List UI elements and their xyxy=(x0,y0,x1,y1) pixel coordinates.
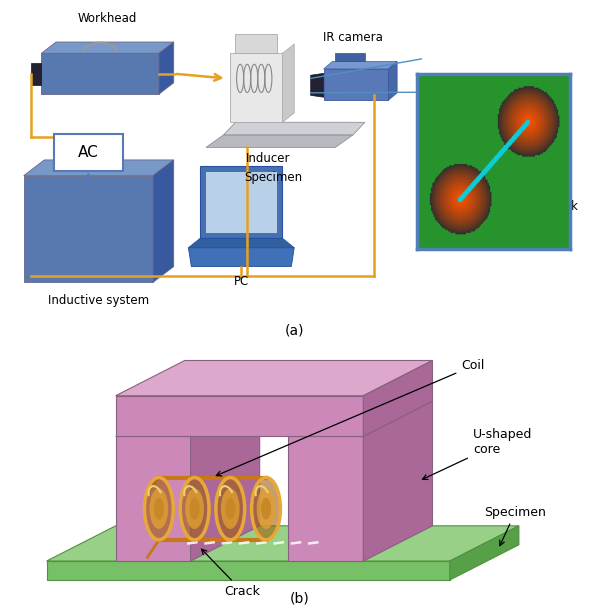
Ellipse shape xyxy=(257,488,275,529)
Polygon shape xyxy=(41,42,174,54)
Text: AC: AC xyxy=(78,145,99,160)
Text: Inducer: Inducer xyxy=(245,152,290,166)
Polygon shape xyxy=(47,526,519,561)
Polygon shape xyxy=(200,166,283,238)
Polygon shape xyxy=(116,360,433,395)
Polygon shape xyxy=(323,62,397,69)
Ellipse shape xyxy=(216,477,245,540)
Polygon shape xyxy=(159,42,174,94)
Polygon shape xyxy=(24,176,153,282)
Polygon shape xyxy=(47,561,450,580)
FancyBboxPatch shape xyxy=(54,134,123,171)
Polygon shape xyxy=(323,69,388,100)
Ellipse shape xyxy=(154,498,164,520)
Ellipse shape xyxy=(221,488,239,529)
Text: Uneven temperature
distribution around crack: Uneven temperature distribution around c… xyxy=(428,185,577,213)
Polygon shape xyxy=(24,160,174,176)
Polygon shape xyxy=(31,63,41,84)
Polygon shape xyxy=(188,238,294,248)
Ellipse shape xyxy=(185,488,204,529)
Ellipse shape xyxy=(261,498,271,520)
Polygon shape xyxy=(41,54,159,94)
Polygon shape xyxy=(191,401,260,561)
Text: U-shaped
core: U-shaped core xyxy=(422,428,532,479)
Polygon shape xyxy=(335,54,365,62)
Ellipse shape xyxy=(180,477,209,540)
Polygon shape xyxy=(116,401,260,436)
Text: Specimen: Specimen xyxy=(484,506,546,546)
Text: Coil: Coil xyxy=(216,359,485,476)
Text: Specimen: Specimen xyxy=(245,171,303,184)
Text: Workhead: Workhead xyxy=(77,12,137,25)
Ellipse shape xyxy=(225,498,235,520)
Polygon shape xyxy=(235,34,277,54)
Text: (b): (b) xyxy=(290,591,310,606)
Polygon shape xyxy=(283,44,294,123)
Polygon shape xyxy=(311,73,323,97)
Polygon shape xyxy=(289,401,433,436)
Polygon shape xyxy=(450,526,519,580)
Polygon shape xyxy=(364,401,433,561)
Polygon shape xyxy=(206,172,277,233)
Text: (a): (a) xyxy=(284,323,304,338)
Ellipse shape xyxy=(251,477,280,540)
Polygon shape xyxy=(188,248,294,267)
Polygon shape xyxy=(206,135,353,147)
Polygon shape xyxy=(230,54,283,123)
Polygon shape xyxy=(364,360,433,436)
Polygon shape xyxy=(289,436,364,561)
Polygon shape xyxy=(224,123,365,135)
Text: IR camera: IR camera xyxy=(323,31,383,44)
Ellipse shape xyxy=(149,488,168,529)
Polygon shape xyxy=(116,436,191,561)
Ellipse shape xyxy=(190,498,200,520)
Polygon shape xyxy=(388,62,397,100)
Polygon shape xyxy=(153,160,174,282)
Ellipse shape xyxy=(145,477,173,540)
Polygon shape xyxy=(116,395,364,436)
Text: Crack: Crack xyxy=(202,549,260,598)
Text: Inductive system: Inductive system xyxy=(49,294,149,307)
Text: PC: PC xyxy=(233,275,249,288)
